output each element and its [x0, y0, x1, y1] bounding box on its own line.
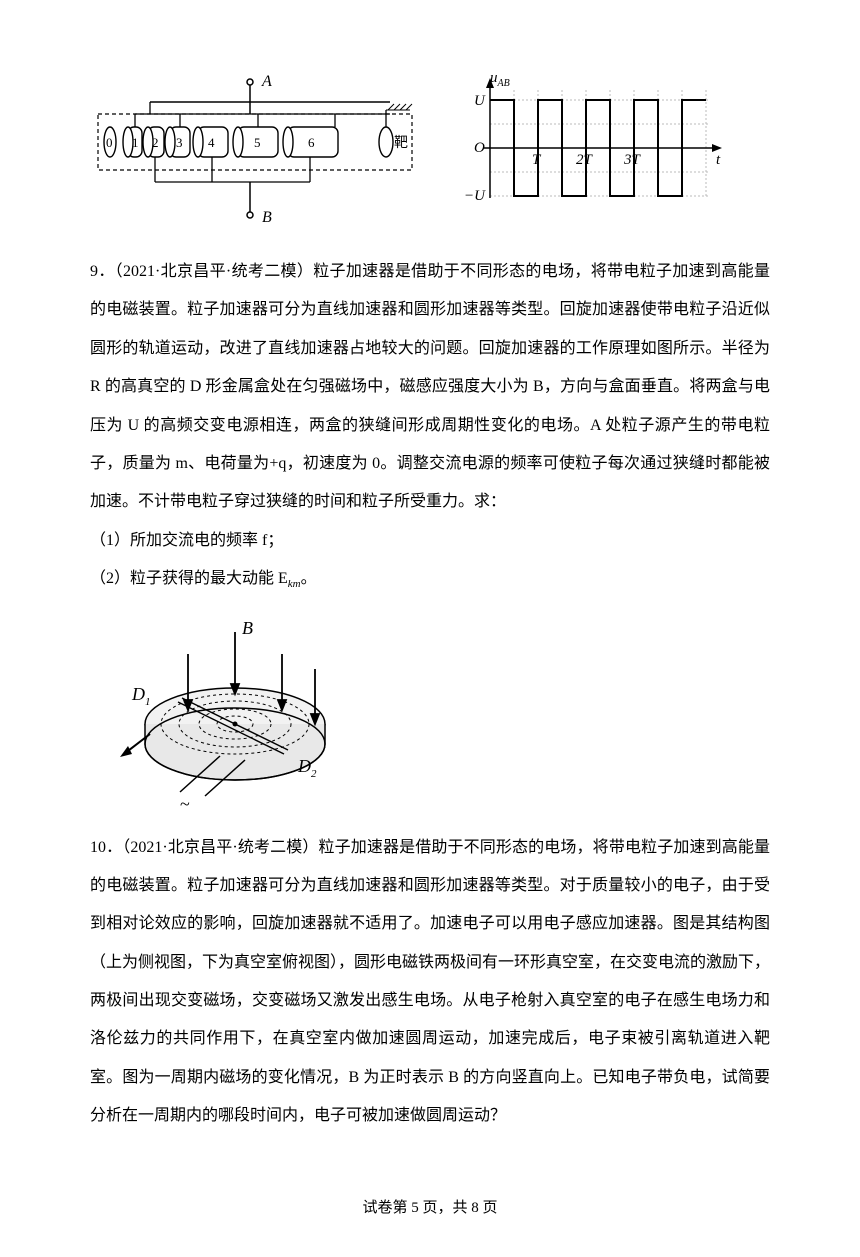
svg-text:3: 3: [176, 135, 183, 150]
top-figures-row: A 0 1 2 3: [90, 70, 770, 235]
question-10-text: 10．（2021·北京昌平·统考二模）粒子加速器是借助于不同形态的电场，将带电粒…: [90, 829, 770, 1136]
linear-accelerator-diagram: A 0 1 2 3: [90, 70, 420, 235]
svg-text:O: O: [474, 140, 485, 156]
question-9-text: 9．（2021·北京昌平·统考二模）粒子加速器是借助于不同形态的电场，将带电粒子…: [90, 253, 770, 522]
svg-text:1: 1: [132, 135, 139, 150]
svg-text:t: t: [716, 152, 721, 168]
page-footer: 试卷第 5 页，共 8 页: [90, 1196, 770, 1217]
svg-text:靶: 靶: [394, 135, 408, 151]
svg-text:2T: 2T: [576, 152, 594, 168]
svg-text:4: 4: [208, 135, 215, 150]
svg-text:~: ~: [180, 794, 190, 814]
voltage-waveform-chart: uAB U O −U T 2T 3T t: [450, 70, 730, 210]
svg-text:T: T: [532, 152, 542, 168]
cyclotron-figure: ~ B D1 D2: [120, 614, 770, 814]
question-9-sub1: （1）所加交流电的频率 f；: [90, 522, 770, 560]
label-A: A: [261, 73, 272, 90]
label-B-field: B: [242, 618, 253, 638]
svg-text:U: U: [474, 93, 486, 109]
svg-text:0: 0: [106, 135, 113, 150]
question-9-sub2: （2）粒子获得的最大动能 Ekm。: [90, 560, 770, 598]
svg-text:6: 6: [308, 135, 315, 150]
svg-text:2: 2: [152, 135, 159, 150]
label-B: B: [262, 209, 272, 226]
svg-text:3T: 3T: [623, 152, 642, 168]
svg-text:5: 5: [254, 135, 261, 150]
label-D1: D1: [131, 684, 151, 708]
svg-text:−U: −U: [464, 188, 486, 204]
